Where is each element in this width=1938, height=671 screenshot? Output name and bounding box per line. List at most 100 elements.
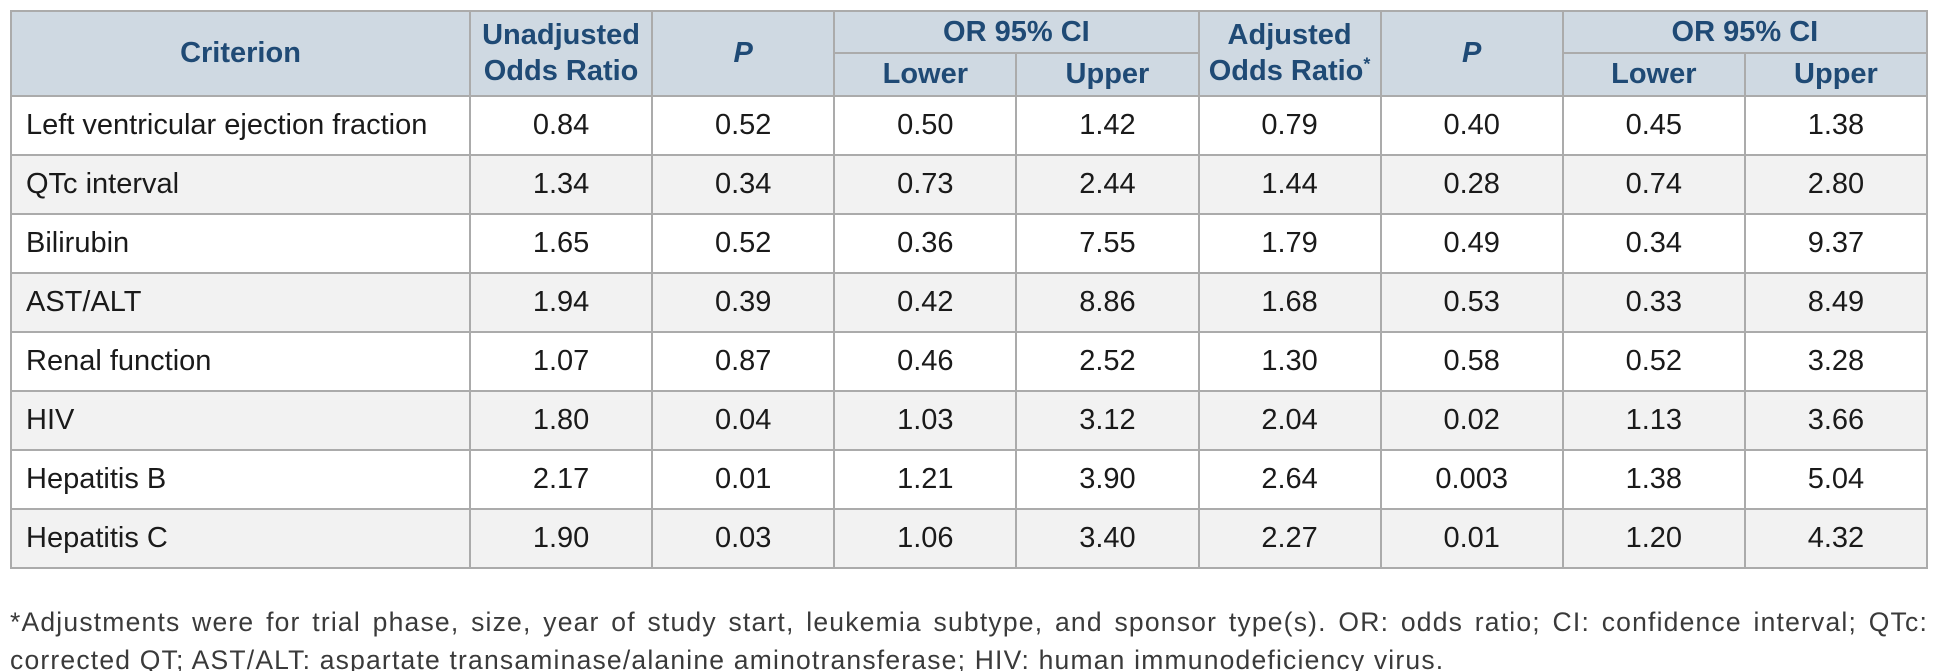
value-cell: 0.36 (833, 212, 1018, 274)
value-cell: 0.58 (1379, 330, 1564, 392)
value-cell: 0.49 (1379, 212, 1564, 274)
value-cell: 1.90 (468, 507, 654, 569)
table-row: Left ventricular ejection fraction 0.84 0.… (10, 94, 1929, 156)
value-cell: 0.79 (1197, 94, 1382, 156)
table-body: Left ventricular ejection fraction 0.84 0.… (10, 94, 1929, 569)
value-cell: 0.40 (1379, 94, 1564, 156)
or-ci-adjusted-group-header: OR 95% CI (1561, 9, 1929, 55)
value-cell: 0.04 (651, 389, 836, 451)
value-cell: 0.39 (651, 271, 836, 333)
value-cell: 1.68 (1197, 271, 1382, 333)
value-cell: 1.38 (1743, 94, 1929, 156)
value-cell: 0.01 (1379, 507, 1564, 569)
value-cell: 0.52 (651, 94, 836, 156)
criterion-column-header: Criterion (10, 10, 471, 97)
value-cell: 8.49 (1743, 271, 1929, 333)
value-cell: 2.64 (1197, 448, 1382, 510)
table-row: Hepatitis C 1.90 0.03 1.06 3.40 2.27 0.01 1.20 4… (10, 507, 1929, 569)
value-cell: 1.20 (1561, 507, 1746, 569)
criterion-cell: Hepatitis B (10, 448, 471, 510)
value-cell: 1.06 (833, 507, 1018, 569)
value-cell: 3.28 (1743, 330, 1929, 392)
table-row: Bilirubin 1.65 0.52 0.36 7.55 1.79 0.49 0.34 9.3… (10, 212, 1929, 274)
table-footnote: *Adjustments were for trial phase, size,… (10, 606, 1928, 671)
unadjusted-or-column-header: Unadjusted Odds Ratio (468, 10, 654, 97)
value-cell: 2.44 (1015, 153, 1200, 215)
value-cell: 1.44 (1197, 153, 1382, 215)
value-cell: 1.21 (833, 448, 1018, 510)
adjusted-or-column-header: Adjusted Odds Ratio* (1197, 10, 1382, 97)
value-cell: 1.34 (468, 153, 654, 215)
p-unadjusted-column-header: P (651, 10, 836, 97)
value-cell: 8.86 (1015, 271, 1200, 333)
value-cell: 9.37 (1743, 212, 1929, 274)
value-cell: 0.34 (1561, 212, 1746, 274)
upper-unadjusted-column-header: Upper (1015, 52, 1200, 97)
value-cell: 2.52 (1015, 330, 1200, 392)
value-cell: 1.03 (833, 389, 1018, 451)
value-cell: 0.50 (833, 94, 1018, 156)
value-cell: 1.94 (468, 271, 654, 333)
value-cell: 2.27 (1197, 507, 1382, 569)
table-row: HIV 1.80 0.04 1.03 3.12 2.04 0.02 1.13 3.66 (10, 389, 1929, 451)
criterion-cell: Left ventricular ejection fraction (10, 94, 471, 156)
value-cell: 0.42 (833, 271, 1018, 333)
value-cell: 0.46 (833, 330, 1018, 392)
table-header: Criterion Unadjusted Odds Ratio P OR 95%… (10, 9, 1929, 97)
value-cell: 2.80 (1743, 153, 1929, 215)
adjusted-or-label: Adjusted Odds Ratio (1208, 19, 1364, 88)
upper-adjusted-column-header: Upper (1743, 52, 1929, 97)
value-cell: 1.07 (468, 330, 654, 392)
criterion-cell: HIV (10, 389, 471, 451)
value-cell: 2.04 (1197, 389, 1382, 451)
value-cell: 4.32 (1743, 507, 1929, 569)
value-cell: 0.02 (1379, 389, 1564, 451)
value-cell: 1.13 (1561, 389, 1746, 451)
value-cell: 0.45 (1561, 94, 1746, 156)
table-row: Renal function 1.07 0.87 0.46 2.52 1.30 0.58 0.… (10, 330, 1929, 392)
value-cell: 3.40 (1015, 507, 1200, 569)
value-cell: 0.01 (651, 448, 836, 510)
value-cell: 1.38 (1561, 448, 1746, 510)
value-cell: 0.33 (1561, 271, 1746, 333)
lower-adjusted-column-header: Lower (1561, 52, 1746, 97)
criterion-cell: AST/ALT (10, 271, 471, 333)
odds-ratio-table: Criterion Unadjusted Odds Ratio P OR 95%… (10, 9, 1929, 569)
value-cell: 0.52 (651, 212, 836, 274)
header-row-top: Criterion Unadjusted Odds Ratio P OR 95%… (10, 9, 1929, 97)
table-row: AST/ALT 1.94 0.39 0.42 8.86 1.68 0.53 0.33 8.49 (10, 271, 1929, 333)
criterion-cell: Bilirubin (10, 212, 471, 274)
header-row-bottom: Lower Upper Lower Upper (11, 52, 1929, 97)
value-cell: 7.55 (1015, 212, 1200, 274)
table-row: QTc interval 1.34 0.34 0.73 2.44 1.44 0.28 0.74… (10, 153, 1929, 215)
criterion-cell: QTc interval (10, 153, 471, 215)
criterion-cell: Renal function (10, 330, 471, 392)
table-row: Hepatitis B 2.17 0.01 1.21 3.90 2.64 0.003 1.38… (10, 448, 1929, 510)
value-cell: 5.04 (1743, 448, 1929, 510)
value-cell: 3.12 (1015, 389, 1200, 451)
footnote-marker: * (1363, 53, 1371, 74)
value-cell: 0.73 (833, 153, 1018, 215)
value-cell: 0.74 (1561, 153, 1746, 215)
value-cell: 1.65 (468, 212, 654, 274)
value-cell: 0.003 (1379, 448, 1564, 510)
or-ci-unadjusted-group-header: OR 95% CI (833, 9, 1200, 55)
value-cell: 1.42 (1015, 94, 1200, 156)
value-cell: 0.53 (1379, 271, 1564, 333)
value-cell: 0.87 (651, 330, 836, 392)
value-cell: 3.66 (1743, 389, 1929, 451)
value-cell: 2.17 (468, 448, 654, 510)
value-cell: 1.30 (1197, 330, 1382, 392)
value-cell: 0.03 (651, 507, 836, 569)
value-cell: 0.28 (1379, 153, 1564, 215)
criterion-cell: Hepatitis C (10, 507, 471, 569)
value-cell: 0.34 (651, 153, 836, 215)
value-cell: 0.84 (468, 94, 654, 156)
p-adjusted-column-header: P (1379, 10, 1564, 97)
lower-unadjusted-column-header: Lower (833, 52, 1018, 97)
value-cell: 1.79 (1197, 212, 1382, 274)
value-cell: 0.52 (1561, 330, 1746, 392)
value-cell: 1.80 (468, 389, 654, 451)
value-cell: 3.90 (1015, 448, 1200, 510)
